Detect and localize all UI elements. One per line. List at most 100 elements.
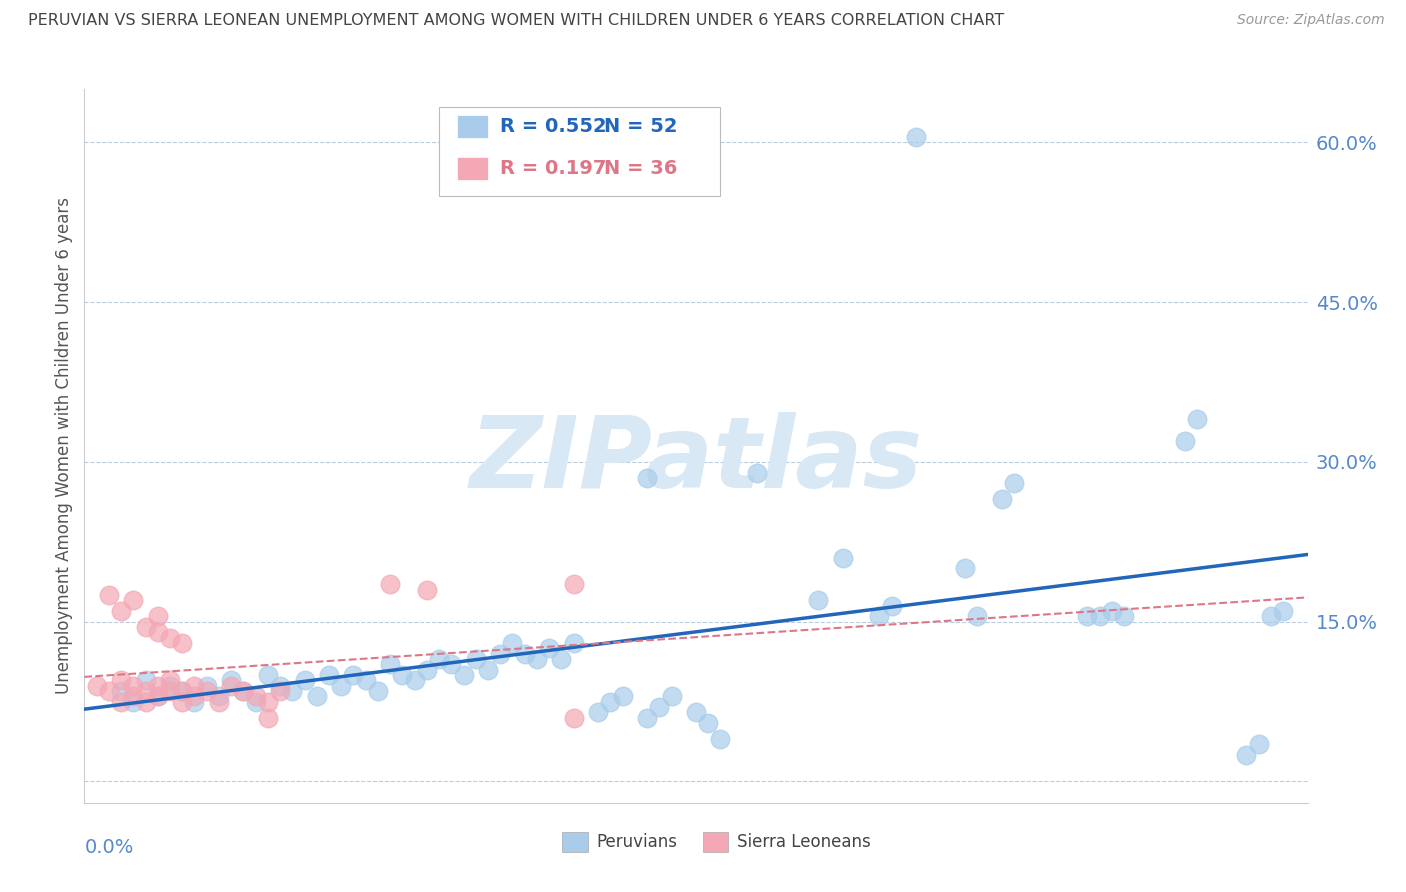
Point [183, 695, 205, 709]
Point [477, 663, 499, 677]
Point [159, 631, 181, 645]
Point [562, 577, 585, 591]
Point [440, 657, 463, 672]
Point [135, 673, 157, 688]
Point [195, 679, 218, 693]
Point [416, 582, 439, 597]
Point [183, 679, 205, 693]
Point [110, 604, 132, 618]
Point [195, 684, 218, 698]
Point [502, 636, 524, 650]
Point [172, 636, 194, 650]
Point [586, 706, 609, 720]
Point [159, 684, 181, 698]
Point [648, 700, 671, 714]
Text: R = 0.552: R = 0.552 [501, 117, 607, 136]
FancyBboxPatch shape [457, 157, 488, 180]
Point [135, 695, 157, 709]
Point [636, 471, 658, 485]
Point [1272, 604, 1295, 618]
Point [550, 652, 572, 666]
Point [146, 609, 169, 624]
Text: PERUVIAN VS SIERRA LEONEAN UNEMPLOYMENT AMONG WOMEN WITH CHILDREN UNDER 6 YEARS : PERUVIAN VS SIERRA LEONEAN UNEMPLOYMENT … [28, 13, 1004, 29]
Point [807, 593, 830, 607]
Point [219, 679, 242, 693]
Point [1247, 737, 1270, 751]
Point [599, 695, 621, 709]
Point [146, 690, 169, 704]
Point [1114, 609, 1136, 624]
Point [1076, 609, 1098, 624]
Point [146, 690, 169, 704]
Point [1187, 412, 1209, 426]
Point [146, 679, 169, 693]
Point [991, 492, 1014, 507]
Point [427, 652, 450, 666]
Point [122, 690, 145, 704]
Text: ZIPatlas: ZIPatlas [470, 412, 922, 508]
FancyBboxPatch shape [457, 115, 488, 137]
Point [709, 731, 731, 746]
Point [232, 684, 254, 698]
Text: Peruvians: Peruvians [596, 833, 678, 851]
Point [110, 673, 132, 688]
Point [269, 679, 291, 693]
Point [380, 657, 402, 672]
Point [257, 710, 280, 724]
Text: N = 36: N = 36 [605, 159, 678, 178]
Point [159, 673, 181, 688]
Point [245, 690, 267, 704]
Point [305, 690, 328, 704]
Text: R = 0.197: R = 0.197 [501, 159, 606, 178]
Point [831, 550, 853, 565]
Point [953, 561, 976, 575]
Point [1002, 476, 1025, 491]
Point [330, 679, 353, 693]
Point [354, 673, 377, 688]
Y-axis label: Unemployment Among Women with Children Under 6 years: Unemployment Among Women with Children U… [55, 197, 73, 695]
Point [172, 684, 194, 698]
Point [538, 641, 561, 656]
Point [562, 710, 585, 724]
Point [880, 599, 903, 613]
Text: 0.0%: 0.0% [84, 838, 134, 857]
Text: N = 52: N = 52 [605, 117, 678, 136]
Point [135, 620, 157, 634]
Text: Source: ZipAtlas.com: Source: ZipAtlas.com [1237, 13, 1385, 28]
Point [97, 684, 120, 698]
Point [208, 695, 231, 709]
Point [122, 593, 145, 607]
Point [257, 668, 280, 682]
Point [257, 695, 280, 709]
Point [342, 668, 364, 682]
Point [391, 668, 413, 682]
Point [453, 668, 475, 682]
Point [146, 625, 169, 640]
Text: Sierra Leoneans: Sierra Leoneans [737, 833, 870, 851]
Point [380, 577, 402, 591]
Point [159, 679, 181, 693]
Point [183, 690, 205, 704]
Point [966, 609, 988, 624]
Point [1088, 609, 1111, 624]
Point [661, 690, 683, 704]
Point [1101, 604, 1123, 618]
Point [612, 690, 634, 704]
Point [281, 684, 304, 698]
Point [208, 690, 231, 704]
FancyBboxPatch shape [439, 107, 720, 196]
Point [110, 695, 132, 709]
Point [636, 710, 658, 724]
Point [1260, 609, 1282, 624]
Point [122, 679, 145, 693]
Point [245, 695, 267, 709]
Point [1174, 434, 1197, 448]
Point [86, 679, 108, 693]
Point [122, 695, 145, 709]
Point [526, 652, 548, 666]
Point [172, 684, 194, 698]
Point [404, 673, 426, 688]
Point [172, 695, 194, 709]
Point [489, 647, 512, 661]
Point [905, 130, 928, 145]
